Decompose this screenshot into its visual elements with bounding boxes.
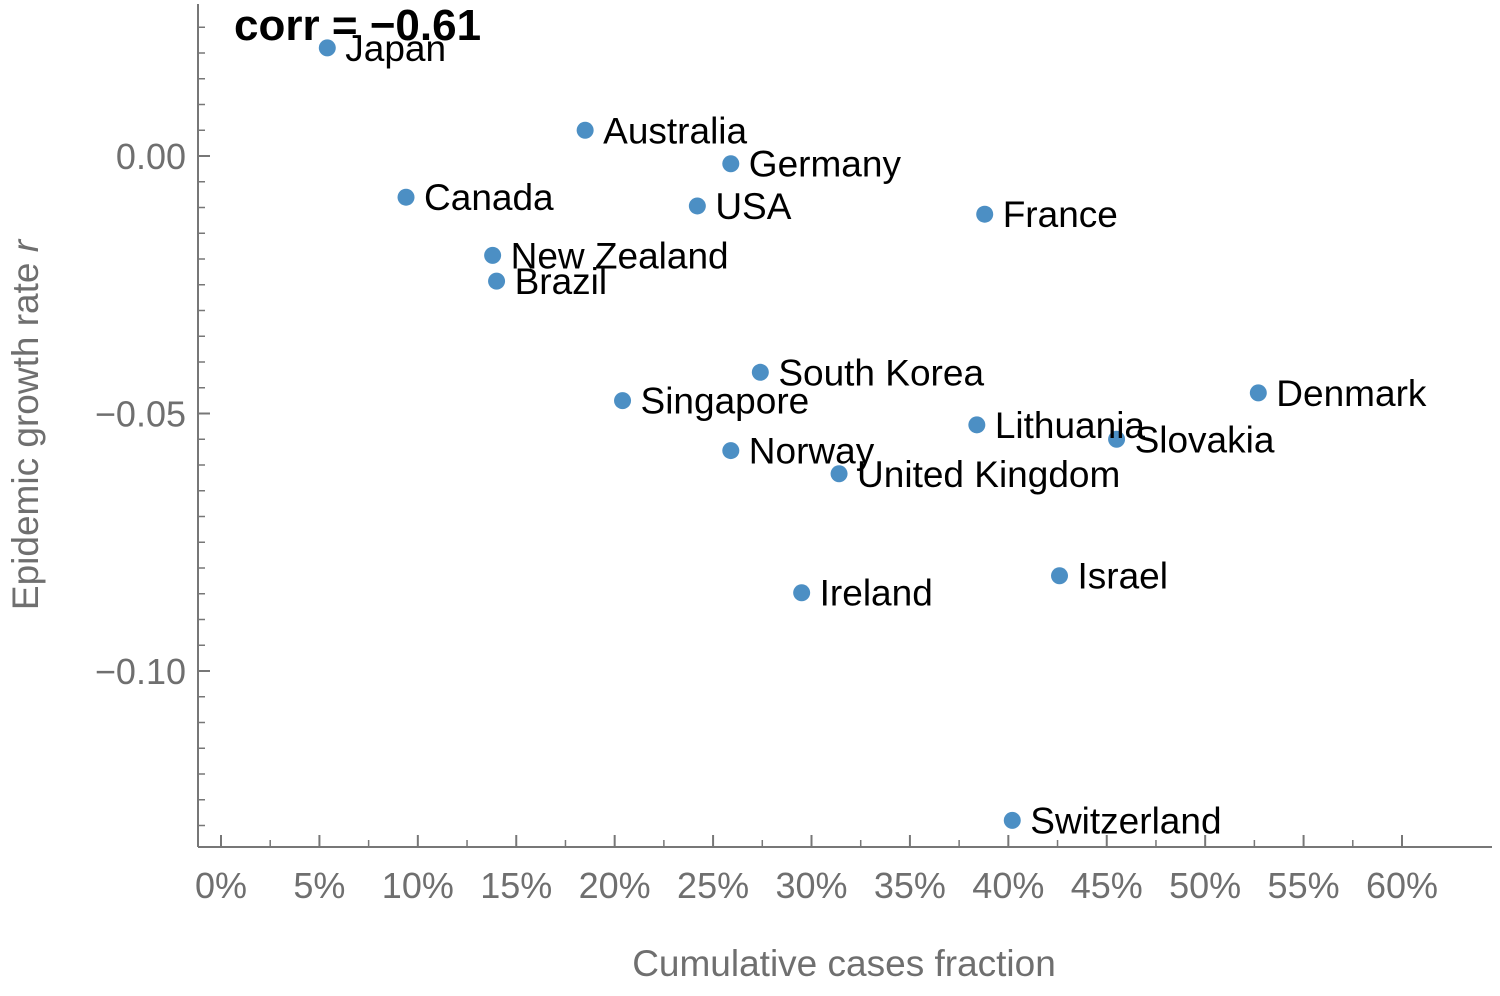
x-tick-label: 40%: [972, 865, 1044, 906]
point-label: Ireland: [820, 573, 933, 614]
ticks: 0% 5% 10% 15% 20% 25% 30% 35% 40% 45% 50% 55% 60% 0.0…: [95, 26, 1438, 906]
data-point: [976, 205, 994, 223]
point-label: Norway: [749, 431, 875, 472]
data-point: [1108, 430, 1126, 448]
data-point: [1003, 811, 1021, 829]
data-point: [484, 246, 502, 264]
data-point: [397, 188, 415, 206]
x-tick-label: 55%: [1268, 865, 1340, 906]
point-label: Brazil: [515, 261, 608, 302]
point-label: USA: [715, 186, 791, 227]
point-label: Slovakia: [1135, 419, 1275, 460]
data-point: [968, 416, 986, 434]
data-point: [722, 442, 740, 460]
y-axis-title-symbol: r: [5, 238, 46, 252]
point-label: Lithuania: [995, 405, 1146, 446]
x-tick-label: 60%: [1366, 865, 1438, 906]
data-point: [614, 392, 632, 410]
point-label: Canada: [424, 177, 554, 218]
data-point: [722, 155, 740, 173]
data-point: [751, 363, 769, 381]
data-point: [488, 272, 506, 290]
x-tick-label: 45%: [1071, 865, 1143, 906]
data-point: [318, 39, 336, 57]
x-tick-label: 20%: [579, 865, 651, 906]
point-label: France: [1003, 194, 1118, 235]
y-tick-label: 0.00: [116, 136, 186, 177]
point-label: United Kingdom: [857, 454, 1120, 495]
y-axis-title: Epidemic growth rate r: [5, 238, 46, 610]
x-tick-label: 10%: [382, 865, 454, 906]
point-label: Switzerland: [1030, 800, 1221, 841]
x-tick-label: 35%: [874, 865, 946, 906]
point-label: Singapore: [641, 381, 810, 422]
point-label: Japan: [345, 28, 446, 69]
x-tick-label: 50%: [1169, 865, 1241, 906]
data-point: [576, 121, 594, 139]
point-label: Denmark: [1276, 373, 1427, 414]
y-axis-title-main: Epidemic growth rate: [5, 252, 46, 610]
y-tick-label: −0.05: [95, 394, 186, 435]
point-label: New Zealand: [511, 235, 729, 276]
data-point: [1249, 384, 1267, 402]
data-point: [688, 197, 706, 215]
x-tick-label: 30%: [775, 865, 847, 906]
x-tick-label: 15%: [480, 865, 552, 906]
point-label: South Korea: [778, 352, 984, 393]
x-axis-title: Cumulative cases fraction: [632, 943, 1056, 984]
point-label: Germany: [749, 144, 902, 185]
point-label: Israel: [1078, 556, 1168, 597]
x-tick-label: 5%: [293, 865, 345, 906]
data-point: [793, 584, 811, 602]
x-tick-label: 0%: [195, 865, 247, 906]
point-label: Australia: [603, 110, 747, 151]
axes: [197, 4, 1492, 848]
y-tick-label: −0.10: [95, 651, 186, 692]
data-point: [830, 465, 848, 483]
correlation-annotation: corr = −0.61: [234, 1, 481, 50]
data-point: [1051, 567, 1069, 585]
x-tick-label: 25%: [677, 865, 749, 906]
